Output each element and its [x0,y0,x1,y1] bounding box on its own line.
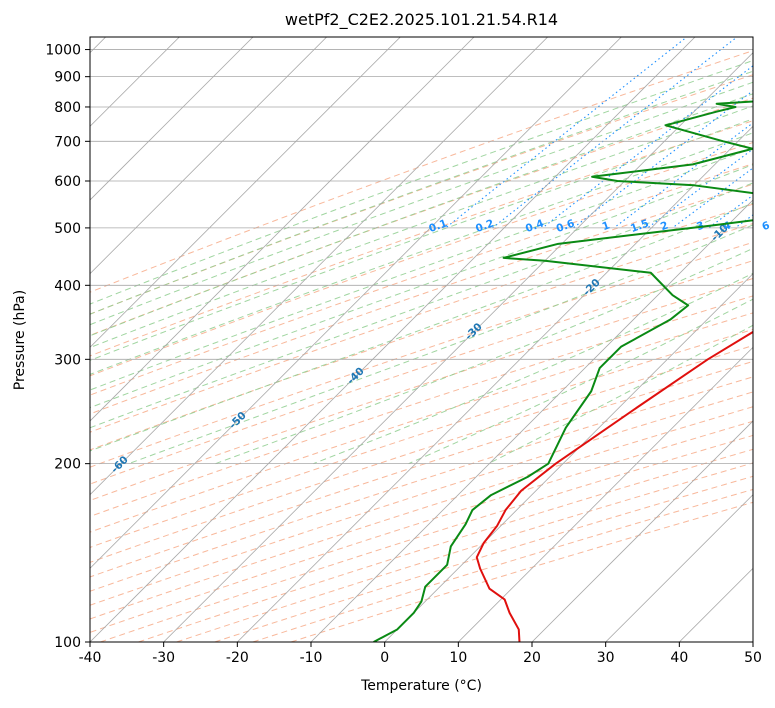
x-tick-label: 0 [380,650,389,666]
isotherm-line [90,37,180,127]
y-tick-label: 500 [54,221,81,237]
y-axis-label: Pressure (hPa) [12,289,28,391]
sounding-series [373,100,753,642]
x-tick-label: 10 [449,650,467,666]
dry-adiabat [90,120,753,357]
x-tick-label: 20 [523,650,541,666]
isotherm-line [310,199,753,642]
moist-adiabat [90,182,753,429]
dry-adiabat [90,203,753,433]
isotherm-line [457,346,753,642]
moist-adiabat [90,81,753,326]
mixing-ratio-line [445,37,688,229]
isotherm-label: -70 [0,498,13,520]
dry-adiabat [90,328,753,548]
isotherm-line [384,273,753,642]
x-tick-label: -10 [300,650,323,666]
isotherm-line [90,37,328,275]
x-tick-label: -20 [226,650,249,666]
mixing-ratio-label: 6 [760,219,771,233]
dry-adiabat [90,277,753,501]
dry-adiabat [290,501,753,642]
mixing-ratio-line [542,65,753,229]
moist-adiabat [215,247,753,465]
mixing-ratio-line [708,194,753,229]
mixing-ratio-label: 0.1 [427,217,449,235]
mixing-ratio-label: 1 [601,219,612,233]
isotherm-line [678,567,753,642]
x-tick-label: 40 [670,650,688,666]
x-tick-label: 50 [744,650,762,666]
mixing-ratio-label: 0.4 [524,217,546,235]
isotherm-line [90,37,622,569]
x-axis-label: Temperature (°C) [361,678,482,694]
mixing-ratio-line [734,214,753,229]
background-lines [90,37,753,642]
y-tick-label: 900 [54,70,81,86]
dry-adiabat [90,391,753,606]
y-tick-label: 700 [54,134,81,150]
mixing-ratio-label: 4 [722,219,733,233]
x-tick-label: -40 [79,650,102,666]
mixing-ratio-label: 0.2 [474,217,496,235]
dry-adiabat [252,488,753,642]
x-tick-label: 30 [597,650,615,666]
dry-adiabat [214,475,753,642]
dewpoint-profile-line [373,100,753,642]
dry-adiabat [90,183,753,415]
isotherm-line [236,125,753,642]
isotherm-line [163,52,753,642]
temperature-profile-line [475,330,753,642]
y-tick-label: 800 [54,100,81,116]
y-tick-label: 1000 [45,43,81,59]
y-tick-label: 200 [54,457,81,473]
isotherm-line [605,494,753,642]
moist-adiabat [90,105,753,349]
moist-adiabat [128,224,753,465]
dry-adiabat [90,360,753,578]
dry-adiabat [90,222,753,451]
plot-frame [89,36,754,643]
moist-adiabat [313,272,753,465]
dry-adiabat [90,420,753,633]
y-tick-label: 100 [54,635,81,651]
dry-adiabat [90,97,753,336]
dry-adiabat [138,448,753,642]
chart-title: wetPf2_C2E2.2025.101.21.54.R14 [284,10,559,29]
y-tick-label: 300 [54,352,81,368]
dry-adiabat [100,434,753,642]
moist-adiabat [90,164,753,409]
moist-adiabat [90,93,753,337]
isotherm-line [90,37,549,496]
moist-adiabat [90,202,753,452]
mixing-ratio-label: 2 [659,219,670,233]
y-tick-label: 600 [54,174,81,190]
isotherm-line [90,37,696,642]
dry-adiabat [90,50,753,293]
y-tick-label: 400 [54,278,81,294]
isotherm-line [531,420,753,642]
x-tick-label: -30 [152,650,175,666]
dry-adiabat [90,142,753,377]
mixing-ratio-label: 1.5 [629,217,651,235]
moist-adiabat [90,60,753,305]
mixing-ratio-line [672,167,753,229]
isotherm-line [90,37,254,201]
isotherm-line [90,37,475,422]
mixing-ratio-label: 0.6 [555,217,577,235]
